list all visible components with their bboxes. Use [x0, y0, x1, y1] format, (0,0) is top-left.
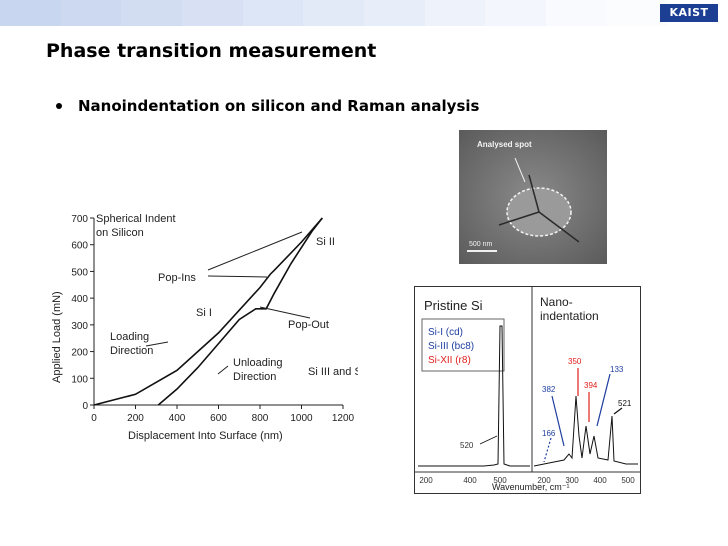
peak-label-166: 166 — [542, 429, 556, 438]
header-gradient-cell — [546, 0, 607, 26]
raman-x-tick-label: 400 — [593, 476, 607, 485]
indentation-chart: 0 100 200 300 400 500 600 700 0 200 400 600 800 1000 1… — [48, 198, 381, 443]
header-gradient-cell — [303, 0, 365, 26]
bullet-item: Nanoindentation on silicon and Raman ana… — [56, 97, 479, 115]
y-tick-label: 400 — [71, 294, 88, 305]
header-gradient-cell — [364, 0, 425, 26]
raman-spectra-svg: Pristine Si Nano- indentation Si-I (cd) … — [414, 286, 641, 494]
x-tick-label: 1200 — [332, 413, 355, 424]
raman-x-tick-label: 200 — [419, 476, 433, 485]
kaist-logo: KAIST — [660, 4, 718, 22]
y-tick-label: 600 — [71, 241, 88, 252]
series-line-2 — [157, 217, 323, 406]
annotation-unloading-2: Direction — [233, 371, 276, 383]
caption-line-1: Spherical Indent — [96, 213, 176, 225]
bullet-text: Nanoindentation on silicon and Raman ana… — [78, 97, 480, 115]
x-axis-label: Displacement Into Surface (nm) — [128, 430, 283, 442]
x-tick-label: 600 — [210, 413, 227, 424]
y-axis-label: Applied Load (mN) — [51, 291, 63, 383]
raman-x-tick-label: 500 — [621, 476, 635, 485]
x-tick-label: 200 — [127, 413, 144, 424]
sem-micrograph: Analysed spot 500 nm — [459, 130, 607, 264]
header-gradient-cell — [242, 0, 304, 26]
annotation-arrows — [145, 231, 311, 375]
annotation-si1: Si I — [196, 307, 212, 319]
annotation-popout: Pop-Out — [288, 319, 329, 331]
legend-si12: Si-XII (r8) — [428, 355, 471, 366]
annotation-loading-1: Loading — [110, 331, 149, 343]
sem-label: Analysed spot — [477, 140, 532, 149]
header-gradient-cell — [424, 0, 486, 26]
slide-title: Phase transition measurement — [46, 40, 377, 62]
x-tick-label: 0 — [91, 413, 97, 424]
header-gradient-cell — [485, 0, 547, 26]
indentation-chart-svg: 0 100 200 300 400 500 600 700 0 200 400 600 800 1000 1… — [51, 213, 381, 442]
header-gradient-cell — [0, 0, 61, 26]
nano-title-1: Nano- — [540, 295, 573, 309]
annotation-unloading-1: Unloading — [233, 357, 283, 369]
series-line-1 — [93, 217, 323, 406]
x-tick-label: 1000 — [290, 413, 313, 424]
header-gradient-cell — [60, 0, 122, 26]
raman-spectra-figure: Pristine Si Nano- indentation Si-I (cd) … — [414, 286, 641, 494]
y-tick-label: 500 — [71, 267, 88, 278]
header-gradient-bar — [0, 0, 728, 26]
bullet-dot-icon — [56, 103, 62, 109]
sem-image-svg: Analysed spot 500 nm — [459, 130, 607, 264]
annotation-si2: Si II — [316, 236, 335, 248]
peak-label-394: 394 — [584, 381, 598, 390]
peak-label-520: 520 — [460, 441, 474, 450]
raman-x-tick-label: 400 — [463, 476, 477, 485]
y-tick-label: 300 — [71, 321, 88, 332]
header-gradient-cell — [121, 0, 183, 26]
y-tick-label: 700 — [71, 214, 88, 225]
annotation-loading-2: Direction — [110, 345, 153, 357]
raman-x-tick-label: 500 — [493, 476, 507, 485]
y-tick-label: 100 — [71, 374, 88, 385]
nano-spectrum — [533, 395, 638, 467]
nano-title-2: indentation — [540, 309, 599, 323]
sem-scalebar: 500 nm — [469, 241, 493, 248]
pristine-title: Pristine Si — [424, 298, 483, 313]
peak-label-521: 521 — [618, 399, 632, 408]
raman-xlabel: Wavenumber, cm⁻¹ — [492, 482, 569, 492]
legend-si1: Si-I (cd) — [428, 327, 463, 338]
annotation-popins: Pop-Ins — [158, 272, 196, 284]
pristine-spectrum — [418, 325, 530, 467]
legend-si3: Si-III (bc8) — [428, 341, 474, 352]
annotation-si3-si12: Si III and Si XII — [308, 366, 358, 378]
peak-label-350: 350 — [568, 357, 582, 366]
y-tick-label: 0 — [82, 401, 88, 412]
peak-label-382: 382 — [542, 385, 556, 394]
x-tick-label: 800 — [252, 413, 269, 424]
caption-line-2: on Silicon — [96, 227, 144, 239]
x-tick-label: 400 — [169, 413, 186, 424]
raman-x-tick-label: 300 — [565, 476, 579, 485]
peak-label-133: 133 — [610, 365, 624, 374]
header-gradient-cell — [606, 0, 668, 26]
raman-x-tick-label: 200 — [537, 476, 551, 485]
header-gradient-cell — [182, 0, 243, 26]
raman-legend-box — [421, 318, 505, 372]
y-tick-label: 200 — [71, 348, 88, 359]
